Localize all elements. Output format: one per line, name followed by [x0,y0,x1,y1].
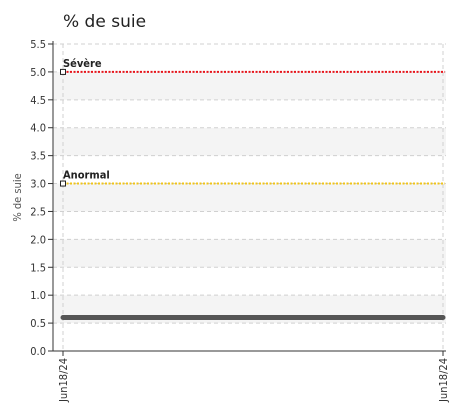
y-tick-label: 5.5 [30,38,46,51]
y-tick-label: 1.0 [30,289,46,302]
y-tick-label: 5.0 [30,66,46,79]
y-tick-label: 2.5 [30,205,46,218]
y-tick-label: 2.0 [30,233,46,246]
series-point [60,315,66,321]
x-tick-label: Jun18/24 [437,358,450,403]
y-tick-label: 3.0 [30,178,46,191]
grid-band [53,323,446,351]
threshold-marker [60,68,66,75]
grid-band [53,267,446,296]
threshold-label: Anormal [63,169,110,182]
series-point [440,315,446,321]
x-tick-label: Jun18/24 [57,358,70,403]
threshold-marker [60,180,66,187]
grid-band [53,239,446,268]
y-axis-title: % de suie [11,173,24,221]
y-tick-label: 4.5 [30,94,46,107]
grid-band [53,44,446,72]
grid-band [53,211,446,240]
grid-band [53,99,446,128]
grid-band [53,127,446,156]
grid-band [53,183,446,212]
y-tick-label: 0.5 [30,317,46,330]
grid-band [53,155,446,184]
y-tick-label: 0.0 [30,345,46,358]
y-tick-label: 3.5 [30,150,46,163]
y-tick-label: 1.5 [30,261,46,274]
chart-title: % de suie [63,12,147,32]
grid-band [53,71,446,100]
threshold-label: Sévère [63,57,102,70]
y-tick-label: 4.0 [30,122,46,135]
